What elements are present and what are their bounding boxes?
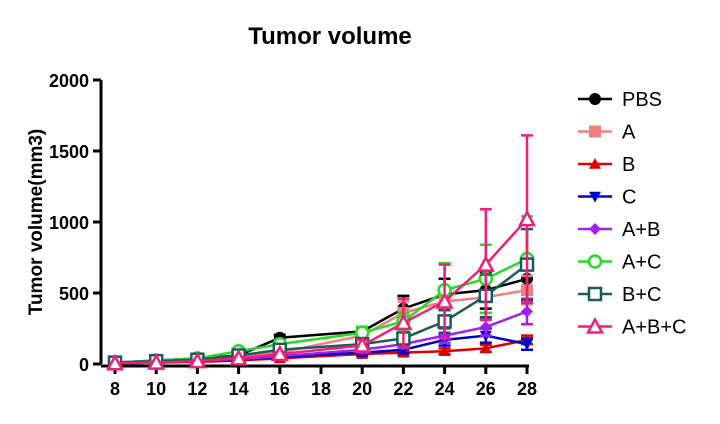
legend: PBS ABC A+B A+C B+C A+B+C [578,89,686,339]
legend-label: B [622,154,635,176]
data-point [229,348,248,366]
data-point [517,209,537,227]
legend-item-b: B [578,154,635,176]
legend-label: B+C [622,284,661,306]
chart-title: Tumor volume [248,23,412,50]
data-point [476,254,495,272]
axes: 0 500 1000 1500 2000 8 10 12 14 16 18 20 22 24 26 28 [49,71,537,399]
legend-label: A [622,122,636,144]
series-line [114,288,528,364]
data-point [105,353,125,371]
legend-item-b-plus-c: B+C [578,284,661,306]
series-layer [105,134,537,371]
y-tick-label: 1000 [49,213,89,233]
data-point [479,342,492,354]
legend-item-c: C [578,187,636,209]
legend-marker [589,125,601,138]
legend-marker [589,191,601,203]
legend-item-a-plus-b-plus-c: A+B+C [578,317,686,339]
x-tick-label: 22 [393,379,413,399]
series-line [114,263,528,364]
y-tick-label: 0 [79,355,89,375]
data-point [188,351,207,369]
x-tick-label: 20 [352,379,372,399]
legend-marker [587,254,603,269]
data-point [479,321,492,334]
legend-marker [587,286,603,302]
legend-marker [589,158,601,169]
data-point [353,335,372,353]
x-tick-label: 10 [146,379,166,399]
data-point [438,345,451,357]
legend-marker [589,93,601,105]
x-tick-label: 18 [311,379,331,399]
data-point [147,352,166,370]
x-tick-label: 28 [517,379,537,399]
legend-label: C [622,187,636,209]
legend-label: A+B+C [622,317,686,339]
x-tick-label: 16 [270,379,290,399]
legend-label: PBS [622,89,662,111]
legend-label: A+C [622,252,661,274]
y-axis-label: Tumor volume(mm3) [26,129,47,316]
legend-item-a-plus-c: A+C [578,252,661,274]
y-tick-label: 1500 [49,142,89,162]
legend-item-pbs: PBS [578,89,662,111]
legend-marker [589,223,601,235]
y-tick-label: 2000 [49,71,89,91]
legend-label: A+B [622,219,660,241]
series-line [114,218,528,365]
data-point [270,344,289,362]
legend-item-a-plus-b: A+B [578,219,660,241]
data-point [435,291,454,309]
data-point [394,313,413,331]
x-tick-label: 26 [476,379,496,399]
y-tick-label: 500 [59,284,89,304]
legend-marker [585,316,605,334]
data-point [521,305,533,318]
legend-item-a: A [578,122,636,144]
x-tick-label: 24 [435,379,455,399]
data-point [521,339,533,351]
x-tick-label: 14 [229,379,249,399]
x-tick-label: 12 [187,379,207,399]
series-a-plus-b-plus-c [105,134,537,371]
x-tick-label: 8 [110,379,120,399]
